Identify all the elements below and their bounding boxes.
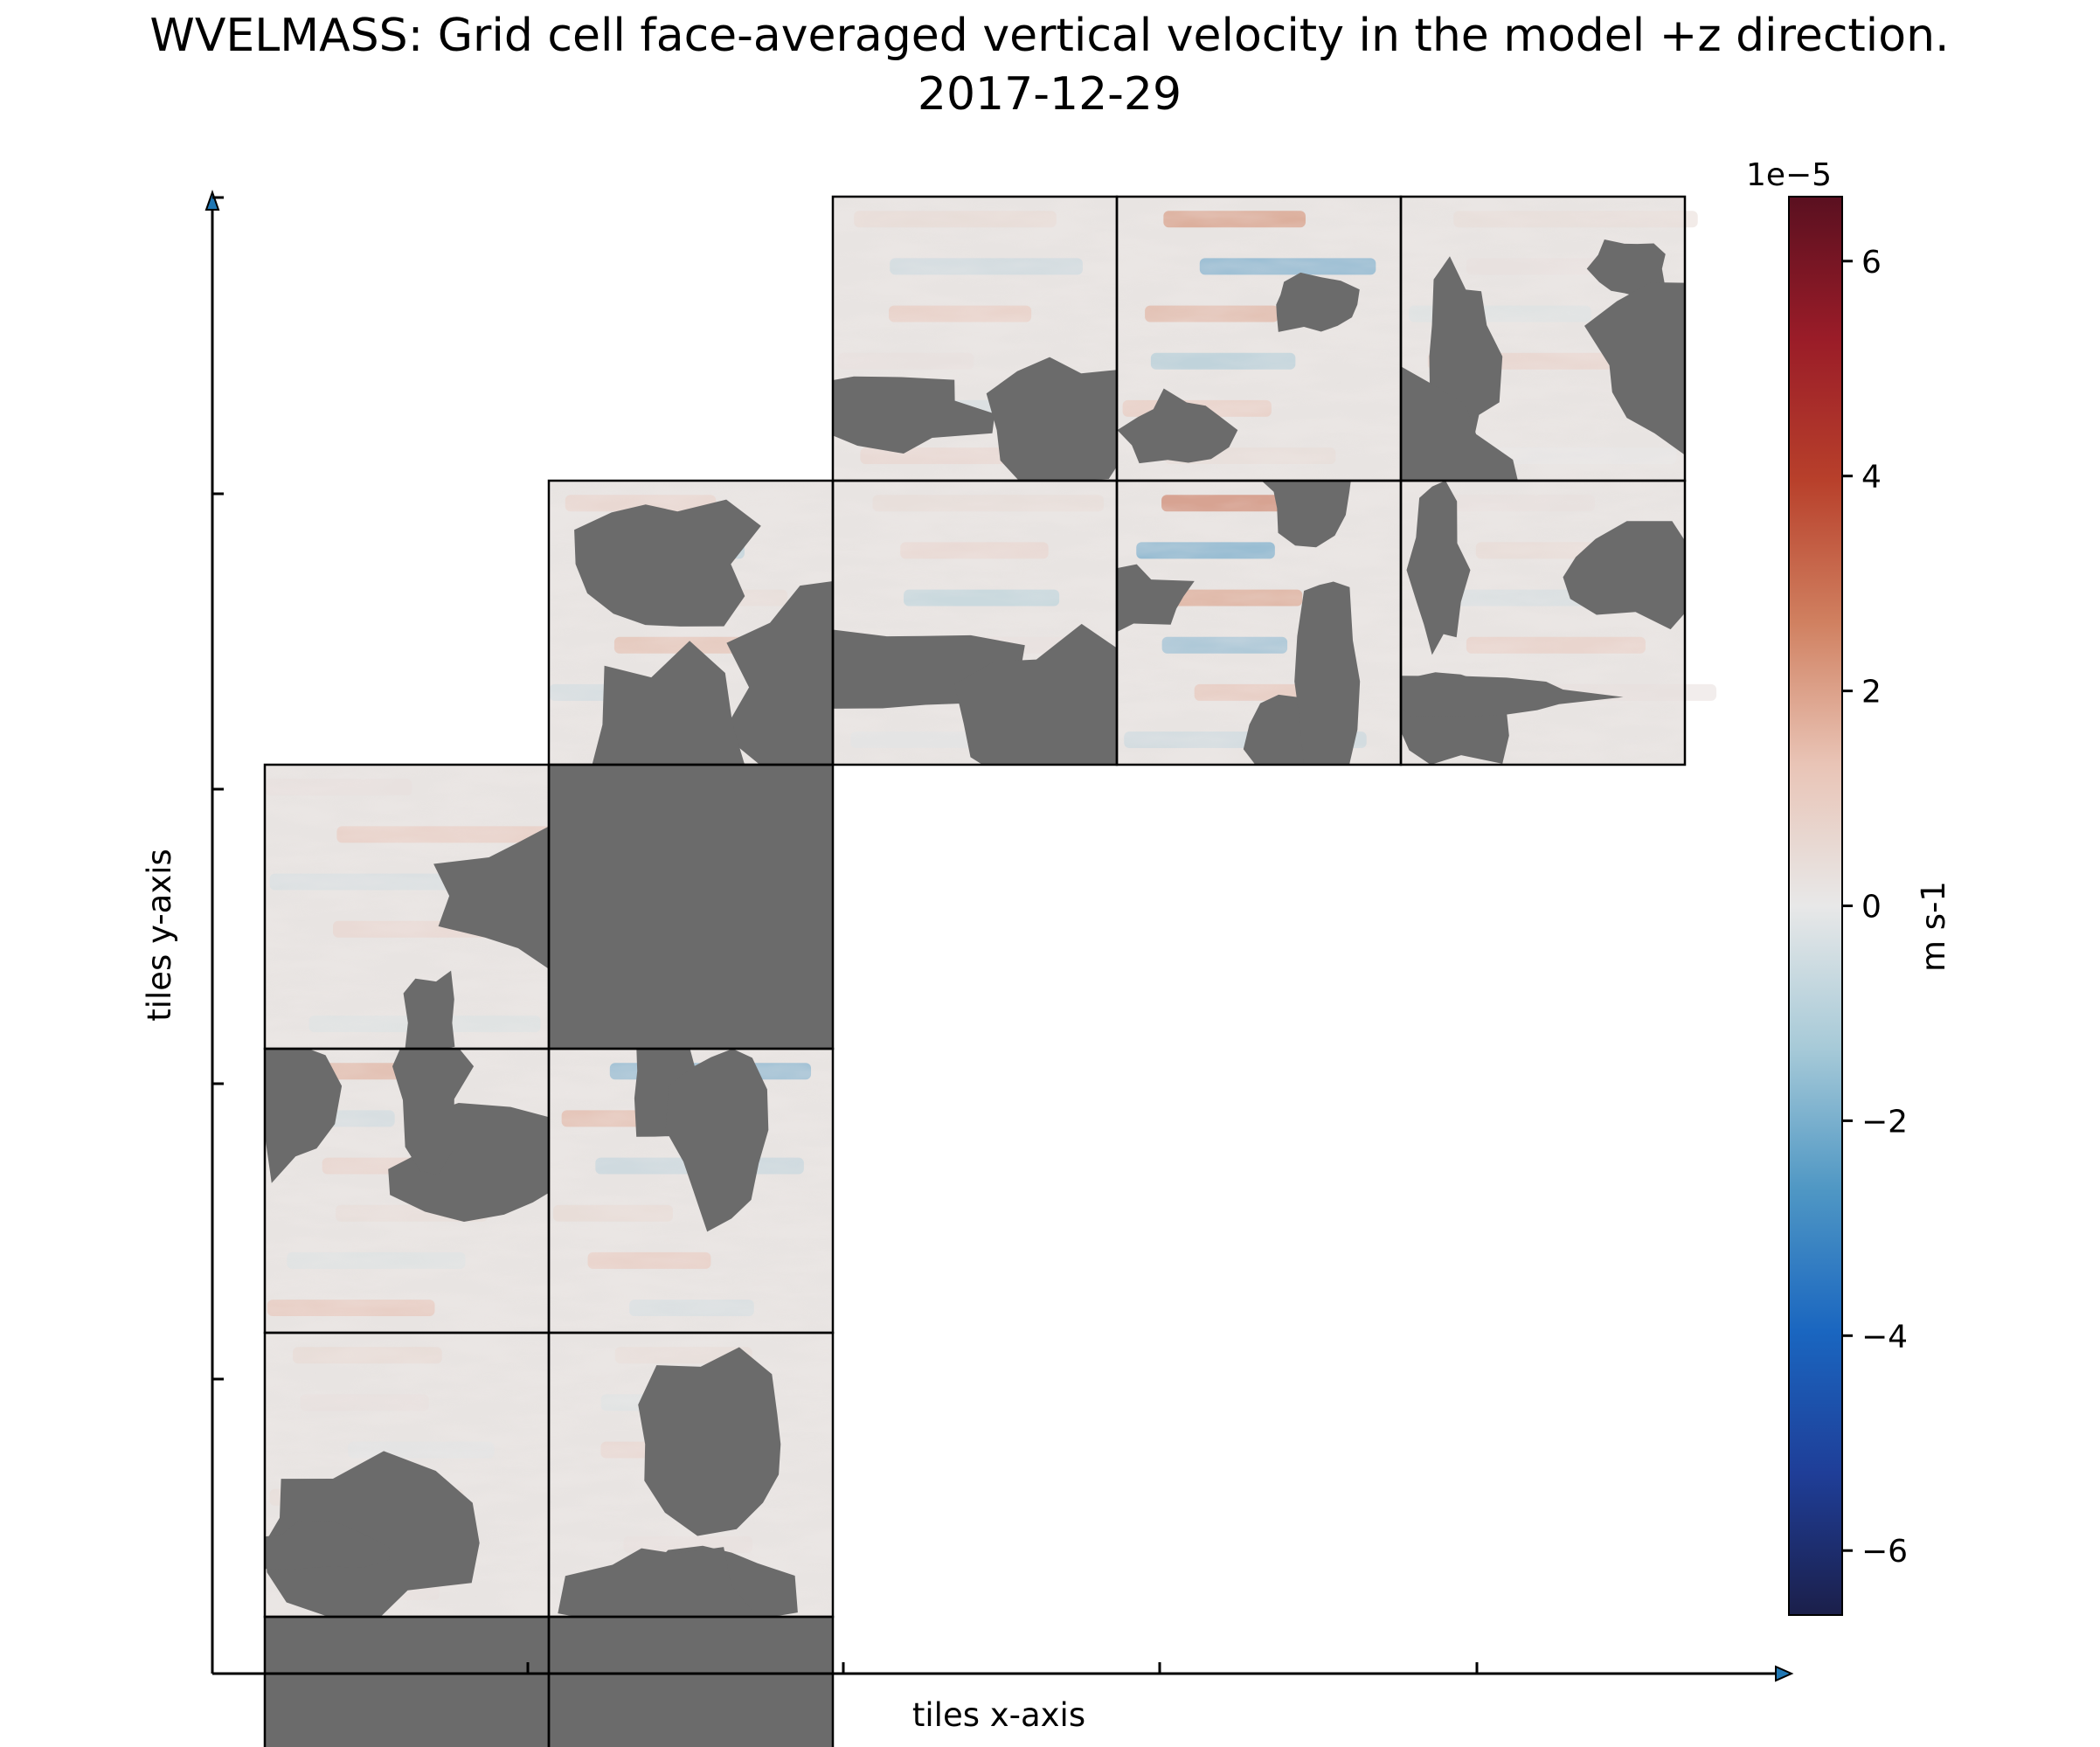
land-mass (392, 1049, 475, 1175)
tile-0-0 (265, 765, 564, 1049)
tile-1-0 (549, 765, 833, 1049)
tile-border (1399, 479, 1687, 766)
colorbar-tick-label: 4 (1861, 460, 1882, 496)
y-axis-arrow (204, 189, 220, 211)
land-mass (592, 641, 749, 765)
land-mass (558, 1547, 755, 1617)
x-ticks (526, 1662, 1479, 1674)
land-mass (1586, 239, 1666, 297)
tile-3--1 (1117, 481, 1401, 765)
colorbar-tick-label: −4 (1861, 1319, 1908, 1355)
tile-0-2 (265, 1333, 549, 1617)
land-mass (265, 1049, 343, 1183)
land-mass (265, 1451, 480, 1617)
land-mass (1276, 272, 1360, 332)
x-axis-arrow (1775, 1665, 1794, 1682)
tile-2--1 (833, 481, 1117, 765)
y-ticks (212, 196, 224, 1381)
tile-2--2 (833, 197, 1136, 481)
land-mass (1117, 564, 1195, 633)
land-mass (954, 623, 1117, 765)
tile-4--2 (1401, 197, 1698, 481)
land-mass (433, 826, 549, 969)
land-mass (638, 1347, 781, 1536)
colorbar-gradient (1788, 196, 1843, 1616)
tile-3--2 (1117, 197, 1401, 481)
land-mass (403, 970, 455, 1049)
colorbar-tick-label: 6 (1861, 245, 1882, 281)
axes (204, 189, 1794, 1682)
land-mass (722, 581, 833, 765)
land-mass (986, 357, 1117, 481)
colorbar: 6 4 2 0 −2 −4 −6 1e−5 m s-1 (1746, 157, 1952, 1616)
colorbar-label: m s-1 (1915, 881, 1952, 972)
tile-border (547, 1615, 835, 1747)
land-mass (833, 376, 995, 454)
land-mass (1401, 366, 1518, 481)
tile-1-3 (549, 1617, 833, 1747)
tile-borders (263, 195, 1687, 1747)
tile-border (263, 1615, 551, 1747)
tile-1-1 (549, 1049, 833, 1333)
land-tile (549, 765, 833, 1049)
tile-0-1 (265, 1049, 549, 1333)
colorbar-tick-label: −6 (1861, 1534, 1908, 1570)
y-axis-label: tiles y-axis (141, 849, 178, 1022)
land-mass (1294, 581, 1361, 765)
colorbar-offset-text: 1e−5 (1746, 157, 1832, 193)
tiles-layer (265, 197, 1717, 1747)
x-axis-label: tiles x-axis (912, 1696, 1085, 1734)
chart-title: WVELMASS: Grid cell face-averaged vertic… (149, 10, 1949, 62)
land-mass (1563, 521, 1685, 630)
land-mass (574, 499, 761, 627)
colorbar-ticks: 6 4 2 0 −2 −4 −6 (1842, 245, 1908, 1570)
tile-1--1 (549, 481, 834, 765)
land-mass (1584, 282, 1685, 455)
land-mass (1406, 481, 1471, 655)
tile-0-3 (265, 1617, 549, 1747)
tile-1-2 (549, 1333, 833, 1617)
land-mass (1117, 388, 1238, 464)
colorbar-tick-label: −2 (1861, 1104, 1908, 1140)
land-mass (665, 1049, 769, 1232)
tile-4--1 (1401, 481, 1717, 765)
land-mass (1401, 676, 1624, 717)
chart-subtitle: 2017-12-29 (918, 68, 1182, 121)
colorbar-tick-label: 2 (1861, 675, 1882, 711)
land-mass (1261, 481, 1351, 548)
land-tile (265, 1617, 549, 1747)
colorbar-tick-label: 0 (1861, 890, 1882, 925)
land-mass (265, 1521, 390, 1570)
land-tile (549, 1617, 833, 1747)
